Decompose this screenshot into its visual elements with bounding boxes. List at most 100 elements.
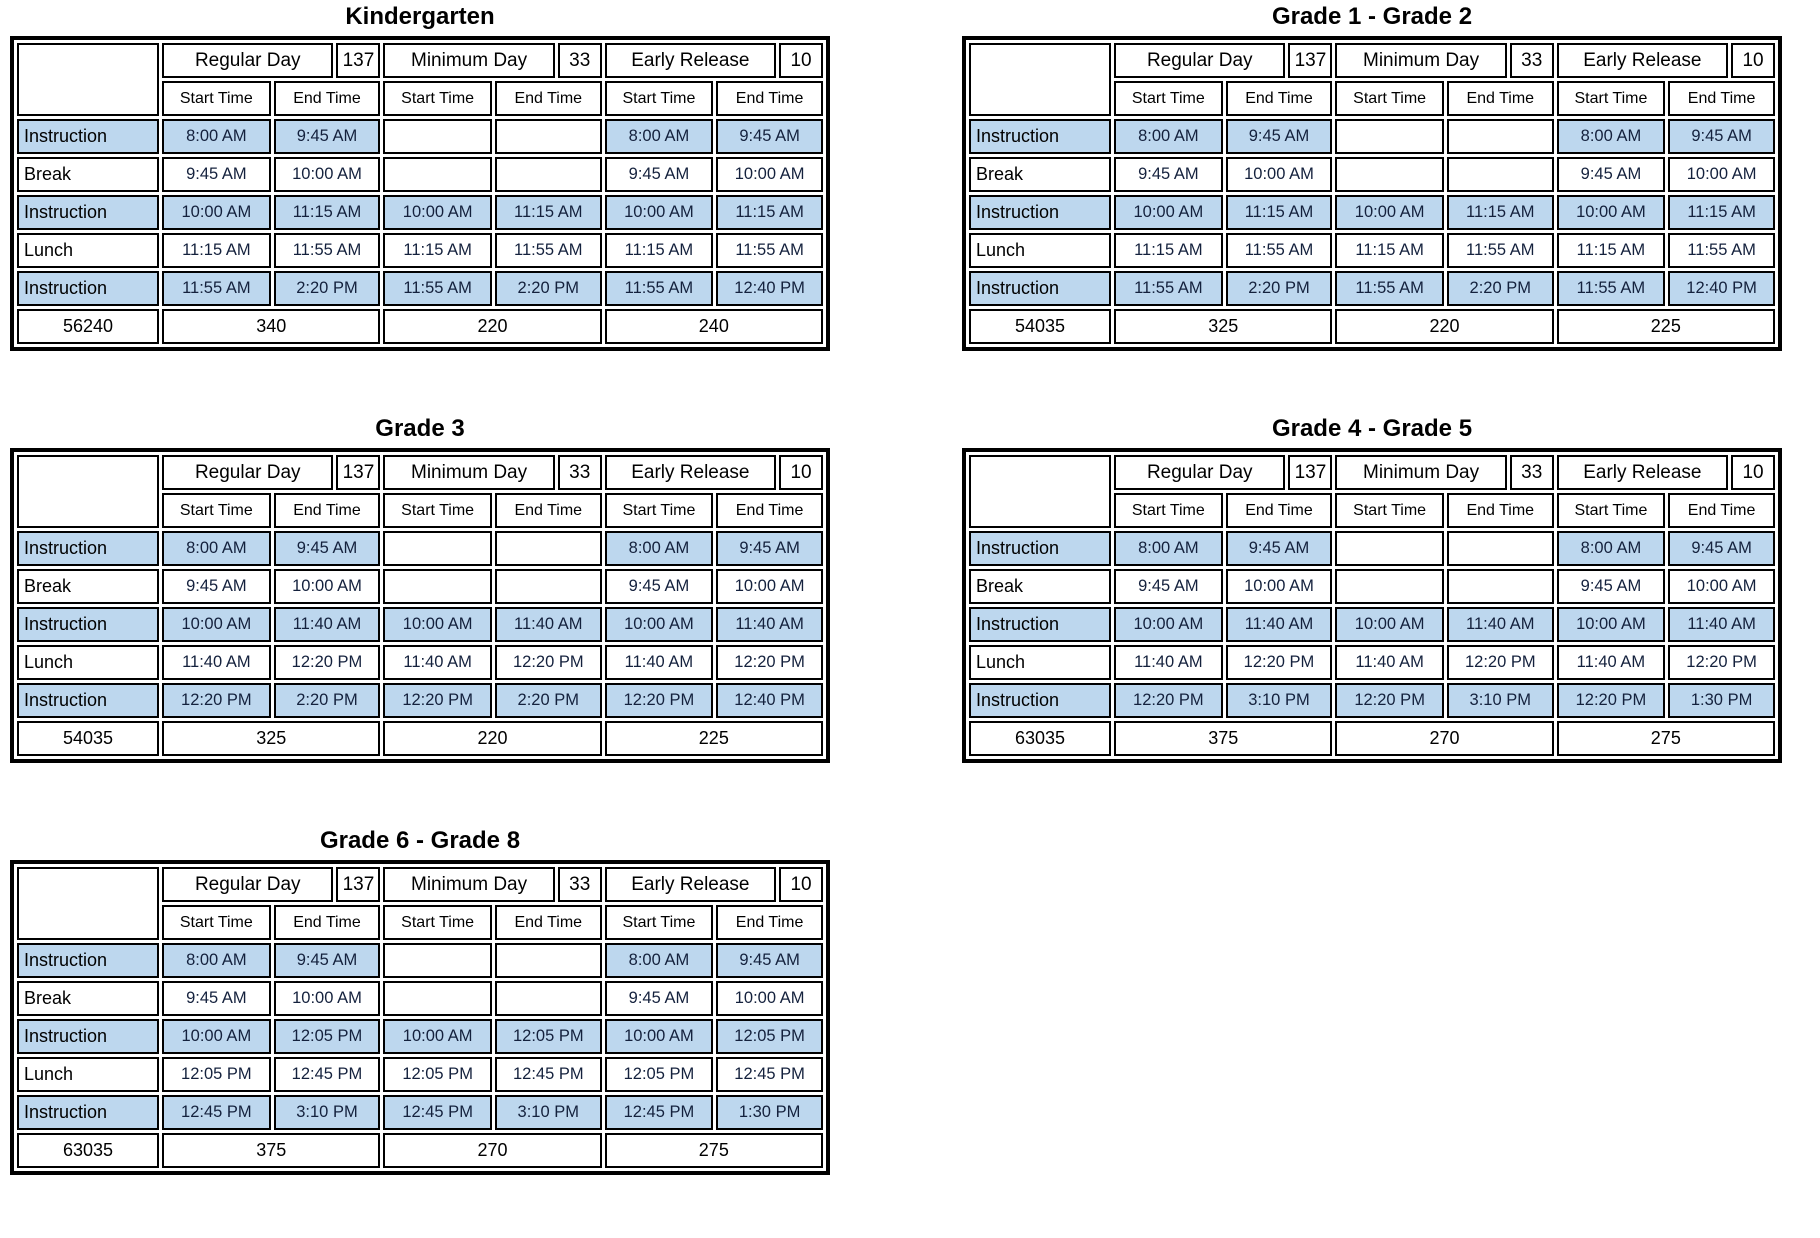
time-header-row: Start Time End Time Start Time End Time Star… (17, 493, 823, 528)
day-type-header: Regular Day (162, 455, 334, 490)
start-time-header: Start Time (604, 493, 714, 528)
start-time-cell: 12:05 PM (383, 1057, 492, 1092)
day-minutes-total: 375 (1114, 721, 1333, 756)
time-header-row: Start Time End Time Start Time End Time Star… (969, 493, 1775, 528)
start-time-cell: 12:05 PM (604, 1057, 714, 1092)
start-time-cell: 9:45 AM (1556, 157, 1666, 192)
corner-cell (17, 43, 160, 116)
start-time-cell: 11:40 AM (383, 645, 492, 680)
end-time-cell: 3:10 PM (494, 1095, 602, 1130)
start-time-cell: 11:55 AM (1335, 271, 1444, 306)
activity-label: Lunch (969, 645, 1112, 680)
day-type-header-row: Regular Day 137 Minimum Day 33 Early Release… (17, 43, 823, 116)
start-time-cell (1335, 569, 1444, 604)
activity-label: Break (969, 569, 1112, 604)
start-time-header: Start Time (383, 81, 492, 116)
schedule-row: Instruction 8:00 AM 9:45 AM 8:00 AM 9:45 AM (969, 119, 1775, 154)
day-count: 33 (1509, 43, 1554, 78)
activity-label: Break (969, 157, 1112, 192)
start-time-cell: 10:00 AM (162, 195, 271, 230)
start-time-cell: 11:15 AM (383, 233, 492, 268)
end-time-cell (494, 531, 602, 566)
end-time-cell: 12:40 PM (716, 683, 823, 718)
start-time-cell: 12:20 PM (604, 683, 714, 718)
start-time-cell: 10:00 AM (383, 1019, 492, 1054)
start-time-cell: 11:55 AM (383, 271, 492, 306)
end-time-cell (1446, 119, 1554, 154)
activity-label: Instruction (17, 271, 160, 306)
end-time-cell: 11:55 AM (1668, 233, 1775, 268)
start-time-cell: 10:00 AM (1556, 607, 1666, 642)
schedule-row: Break 9:45 AM 10:00 AM 9:45 AM 10:00 AM (969, 157, 1775, 192)
bell-schedule-table: Regular Day 137 Minimum Day 33 Early Release… (10, 448, 830, 763)
time-header-row: Start Time End Time Start Time End Time Star… (969, 81, 1775, 116)
day-type-header: Minimum Day (383, 867, 555, 902)
start-time-header: Start Time (383, 493, 492, 528)
start-time-cell: 10:00 AM (1114, 607, 1223, 642)
end-time-cell: 2:20 PM (273, 683, 381, 718)
start-time-cell: 12:45 PM (162, 1095, 271, 1130)
start-time-cell (1335, 119, 1444, 154)
start-time-cell: 11:55 AM (604, 271, 714, 306)
day-type-header: Regular Day (1114, 455, 1286, 490)
end-time-header: End Time (1668, 81, 1775, 116)
end-time-cell: 11:15 AM (494, 195, 602, 230)
end-time-cell: 12:20 PM (273, 645, 381, 680)
start-time-header: Start Time (1114, 493, 1223, 528)
day-count: 137 (336, 43, 381, 78)
end-time-cell: 9:45 AM (273, 943, 381, 978)
activity-label: Break (17, 569, 160, 604)
end-time-cell: 9:45 AM (1225, 119, 1333, 154)
day-count: 33 (557, 867, 602, 902)
schedule-row: Instruction 10:00 AM 11:40 AM 10:00 AM 11:40… (17, 607, 823, 642)
activity-label: Instruction (969, 195, 1112, 230)
annual-minutes-total: 63035 (969, 721, 1112, 756)
end-time-cell (494, 569, 602, 604)
end-time-cell (1446, 531, 1554, 566)
end-time-cell: 2:20 PM (494, 683, 602, 718)
day-count: 137 (336, 455, 381, 490)
end-time-cell: 10:00 AM (273, 981, 381, 1016)
start-time-cell: 9:45 AM (604, 157, 714, 192)
schedule-row: Lunch 11:15 AM 11:55 AM 11:15 AM 11:55 AM 11:… (17, 233, 823, 268)
end-time-cell: 11:15 AM (1225, 195, 1333, 230)
end-time-cell (494, 157, 602, 192)
end-time-cell: 12:20 PM (1225, 645, 1333, 680)
day-minutes-total: 275 (1556, 721, 1775, 756)
start-time-cell: 8:00 AM (1114, 119, 1223, 154)
activity-label: Lunch (17, 645, 160, 680)
start-time-cell: 12:20 PM (383, 683, 492, 718)
totals-row: 63035 375 270 275 (17, 1133, 823, 1168)
day-count: 33 (1509, 455, 1554, 490)
end-time-cell: 11:15 AM (716, 195, 823, 230)
end-time-header: End Time (1446, 493, 1554, 528)
start-time-cell: 12:20 PM (162, 683, 271, 718)
activity-label: Instruction (17, 607, 160, 642)
schedule-row: Instruction 10:00 AM 11:40 AM 10:00 AM 11:40… (969, 607, 1775, 642)
start-time-cell: 9:45 AM (604, 981, 714, 1016)
bell-schedule-table: Regular Day 137 Minimum Day 33 Early Release… (962, 448, 1782, 763)
day-type-header-row: Regular Day 137 Minimum Day 33 Early Release… (969, 455, 1775, 528)
end-time-cell: 11:55 AM (1446, 233, 1554, 268)
start-time-cell: 9:45 AM (1114, 569, 1223, 604)
day-count: 10 (779, 455, 823, 490)
end-time-cell: 11:40 AM (1668, 607, 1775, 642)
day-minutes-total: 275 (604, 1133, 823, 1168)
day-type-header: Regular Day (162, 43, 334, 78)
start-time-cell: 12:20 PM (1556, 683, 1666, 718)
start-time-cell: 8:00 AM (162, 531, 271, 566)
start-time-cell (1335, 531, 1444, 566)
schedule-row: Lunch 11:40 AM 12:20 PM 11:40 AM 12:20 PM 11:… (17, 645, 823, 680)
end-time-cell (494, 943, 602, 978)
start-time-cell: 11:15 AM (162, 233, 271, 268)
day-count: 10 (779, 43, 823, 78)
end-time-cell: 10:00 AM (716, 981, 823, 1016)
table-title: Grade 1 - Grade 2 (1271, 3, 1473, 30)
start-time-cell: 12:45 PM (383, 1095, 492, 1130)
end-time-cell: 3:10 PM (1225, 683, 1333, 718)
end-time-header: End Time (1668, 493, 1775, 528)
end-time-cell: 2:20 PM (1446, 271, 1554, 306)
activity-label: Lunch (17, 1057, 160, 1092)
totals-row: 54035 325 220 225 (969, 309, 1775, 344)
day-type-header: Early Release (604, 455, 777, 490)
